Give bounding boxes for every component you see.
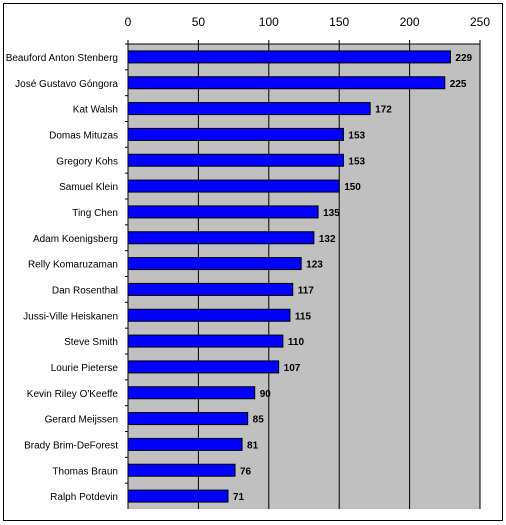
bar <box>127 179 340 193</box>
category-label: Relly Komaruzaman <box>28 260 118 271</box>
category-label: Dan Rosenthal <box>52 285 118 296</box>
category-labels: Beauford Anton Stenberg José Gustavo Góng… <box>6 43 128 503</box>
category-label: Kevin Riley O'Keeffe <box>27 389 119 400</box>
category-label: Domas Mituzas <box>49 130 118 141</box>
value-label: 123 <box>306 260 323 271</box>
category-label: Adam Koenigsberg <box>33 234 118 245</box>
bar <box>127 437 243 451</box>
value-label: 117 <box>298 285 315 296</box>
bar <box>127 412 249 426</box>
category-label: Thomas Braun <box>52 466 118 477</box>
bar <box>127 463 236 477</box>
bar <box>127 76 446 90</box>
value-label: 71 <box>233 492 245 503</box>
value-label: 153 <box>348 156 365 167</box>
value-label: 153 <box>348 130 365 141</box>
value-label: 150 <box>344 182 361 193</box>
x-tick-label: 150 <box>329 15 349 29</box>
category-label: Kat Walsh <box>73 105 118 116</box>
value-label: 132 <box>319 234 336 245</box>
value-label: 90 <box>260 389 272 400</box>
x-tick-label: 200 <box>400 15 420 29</box>
category-label: Brady Brim-DeForest <box>24 440 118 451</box>
plot-area <box>128 44 480 509</box>
gridlines <box>197 44 481 509</box>
value-label: 107 <box>284 363 301 374</box>
x-tick-label: 100 <box>259 15 279 29</box>
value-label: 225 <box>450 79 467 90</box>
category-label: Beauford Anton Stenberg <box>6 53 118 64</box>
value-labels: 229 225 172 153 153 150 135 132 123 117 115 110 107 9… <box>233 53 473 503</box>
x-axis-ticks: 0 50 100 150 200 250 <box>125 15 490 44</box>
bar <box>127 127 344 141</box>
value-label: 81 <box>247 440 259 451</box>
category-label: José Gustavo Góngora <box>15 79 118 90</box>
bars <box>127 50 451 503</box>
category-label: Lourie Pieterse <box>51 363 119 374</box>
bar <box>127 360 280 374</box>
category-label: Gregory Kohs <box>56 156 118 167</box>
category-label: Jussi-Ville Heiskanen <box>23 311 118 322</box>
value-label: 172 <box>375 105 392 116</box>
value-label: 76 <box>240 466 252 477</box>
value-label: 85 <box>253 415 265 426</box>
x-tick-label: 250 <box>470 15 490 29</box>
x-tick-label: 0 <box>125 15 132 29</box>
bar <box>127 386 256 400</box>
category-label: Ralph Potdevin <box>50 492 118 503</box>
value-label: 110 <box>288 337 305 348</box>
category-label: Gerard Meijssen <box>45 415 118 426</box>
bar <box>127 489 229 503</box>
bar <box>127 257 302 271</box>
value-label: 135 <box>323 208 340 219</box>
bar <box>127 205 319 219</box>
bar <box>127 231 315 245</box>
bar <box>127 153 344 167</box>
bar <box>127 102 371 116</box>
value-label: 229 <box>455 53 472 64</box>
category-label: Ting Chen <box>72 208 118 219</box>
x-tick-label: 50 <box>192 15 206 29</box>
value-label: 115 <box>295 311 312 322</box>
bar <box>127 282 294 296</box>
bar <box>127 334 284 348</box>
bar <box>127 308 291 322</box>
category-label: Steve Smith <box>64 337 118 348</box>
bar <box>127 50 451 64</box>
category-label: Samuel Klein <box>59 182 118 193</box>
